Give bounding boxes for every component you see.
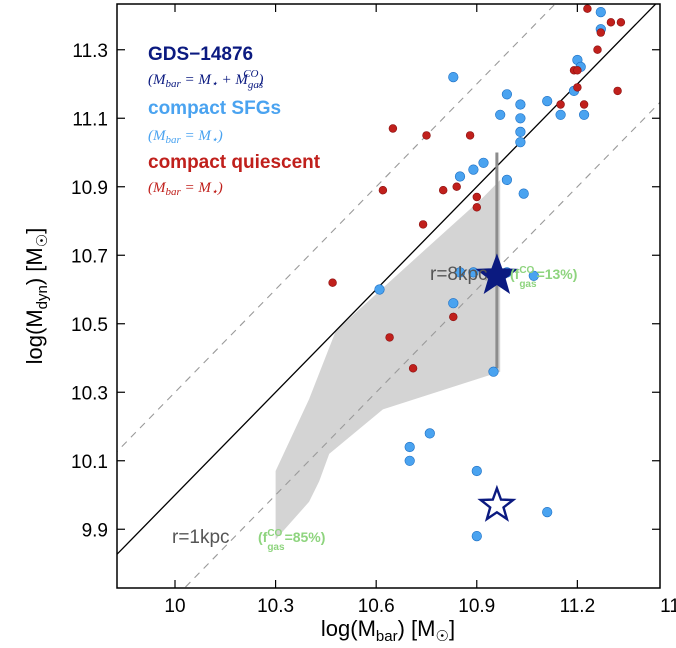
- data-point-compact-sfgs: [518, 188, 529, 199]
- data-point-compact-quiescent: [472, 192, 481, 202]
- legend-formula-quiescent: (Mbar = M⋆): [148, 180, 223, 198]
- y-axis-label: log(Mdyn) [M☉]: [22, 228, 51, 365]
- shaded-region-layer: [275, 179, 501, 540]
- data-point-compact-quiescent: [596, 28, 605, 37]
- reference-line-plus-0.3dex: [117, 4, 556, 453]
- data-point-compact-quiescent: [583, 4, 592, 13]
- data-point-compact-quiescent: [449, 312, 458, 322]
- data-point-compact-quiescent: [408, 364, 418, 373]
- data-point-compact-quiescent: [616, 18, 626, 27]
- data-points-layer: [328, 4, 626, 542]
- x-tick-label: 11.2: [560, 596, 596, 617]
- x-axis-label: log(Mbar) [M☉]: [321, 616, 455, 645]
- x-tick-label: 10: [164, 596, 185, 617]
- axis-ticks-layer: 1010.310.610.911.211.511.89.910.110.310.…: [71, 4, 676, 617]
- data-point-compact-quiescent: [439, 186, 448, 195]
- data-point-compact-sfgs: [478, 157, 489, 168]
- legend-title-gds: GDS−14876: [148, 44, 253, 65]
- data-point-compact-quiescent: [606, 18, 616, 27]
- annotation-gas-85: (fCO gas=85%): [258, 528, 325, 553]
- data-point-compact-sfgs: [542, 95, 553, 107]
- y-tick-label: 10.9: [71, 178, 108, 199]
- x-tick-label: 10.9: [458, 596, 495, 617]
- y-tick-label: 10.3: [71, 383, 108, 404]
- reference-line-minus-0.3dex: [183, 101, 660, 588]
- data-point-compact-quiescent: [378, 186, 388, 195]
- plot-frame: [116, 3, 661, 589]
- data-point-compact-sfgs: [488, 366, 499, 377]
- data-point-compact-quiescent: [613, 86, 622, 96]
- star-markers-layer: [475, 253, 519, 522]
- data-point-compact-sfgs: [404, 455, 415, 466]
- data-point-compact-sfgs: [454, 267, 466, 278]
- data-point-compact-quiescent: [573, 66, 582, 75]
- legend-title-sfg: compact SFGs: [148, 98, 281, 119]
- data-point-compact-quiescent: [422, 131, 431, 140]
- annotation-gas-13: (fCO gas=13%): [510, 265, 577, 290]
- annotation-r8kpc: r=8kpc: [430, 264, 488, 285]
- legend: GDS−14876 (Mbar = M⋆ + MgasCO) compact S…: [148, 44, 321, 198]
- data-point-compact-sfgs: [424, 428, 435, 439]
- data-point-compact-sfgs: [374, 284, 385, 295]
- data-point-compact-quiescent: [385, 333, 394, 342]
- data-point-compact-sfgs: [555, 109, 566, 120]
- x-tick-label: 11.5: [660, 596, 676, 617]
- data-point-gds-open-star: [477, 484, 517, 522]
- y-tick-label: 11.3: [72, 41, 108, 62]
- data-point-compact-sfgs: [404, 441, 415, 453]
- data-point-compact-quiescent: [328, 278, 337, 287]
- data-point-gds-filled-star: [475, 253, 519, 294]
- data-point-compact-sfgs: [501, 174, 513, 185]
- data-point-compact-quiescent: [465, 131, 475, 140]
- data-point-compact-quiescent: [573, 83, 582, 92]
- reference-line-one-to-one: [117, 4, 657, 556]
- data-point-compact-sfgs: [528, 270, 539, 281]
- data-point-compact-quiescent: [579, 100, 589, 109]
- data-point-compact-sfgs: [578, 109, 590, 120]
- y-tick-label: 9.9: [82, 520, 108, 541]
- data-point-compact-sfgs: [448, 71, 459, 83]
- data-point-compact-sfgs: [595, 7, 606, 18]
- y-tick-label: 10.7: [71, 246, 108, 267]
- data-point-compact-quiescent: [452, 182, 461, 191]
- data-point-compact-sfgs: [468, 164, 479, 175]
- data-point-compact-sfgs: [471, 465, 482, 477]
- legend-formula-sfg: (Mbar = M⋆): [148, 128, 223, 146]
- annotation-r1kpc: r=1kpc: [172, 527, 230, 548]
- data-point-compact-quiescent: [418, 220, 428, 229]
- shaded-uncertainty-region: [275, 179, 501, 540]
- data-point-compact-quiescent: [472, 203, 481, 212]
- data-point-compact-sfgs: [515, 126, 526, 137]
- data-point-compact-sfgs: [495, 109, 506, 120]
- data-point-compact-sfgs: [454, 171, 466, 182]
- x-tick-label: 10.6: [358, 596, 395, 617]
- data-point-compact-sfgs: [515, 137, 526, 148]
- data-point-compact-sfgs: [468, 267, 479, 278]
- legend-formula-gds: (Mbar = M⋆ + MgasCO): [148, 68, 263, 91]
- data-point-compact-sfgs: [515, 113, 526, 124]
- data-point-compact-quiescent: [388, 124, 398, 133]
- data-point-compact-sfgs: [542, 506, 553, 518]
- data-point-compact-quiescent: [593, 45, 602, 54]
- data-point-compact-sfgs: [448, 298, 459, 309]
- y-tick-label: 10.1: [71, 452, 108, 473]
- data-point-compact-sfgs: [515, 99, 526, 110]
- data-point-compact-sfgs: [471, 530, 482, 542]
- legend-title-quiescent: compact quiescent: [148, 152, 321, 173]
- y-tick-label: 10.5: [71, 315, 108, 336]
- data-point-compact-sfgs: [501, 89, 513, 100]
- x-tick-label: 10.3: [257, 596, 294, 617]
- y-tick-label: 11.1: [72, 109, 108, 130]
- data-point-compact-quiescent: [556, 100, 565, 109]
